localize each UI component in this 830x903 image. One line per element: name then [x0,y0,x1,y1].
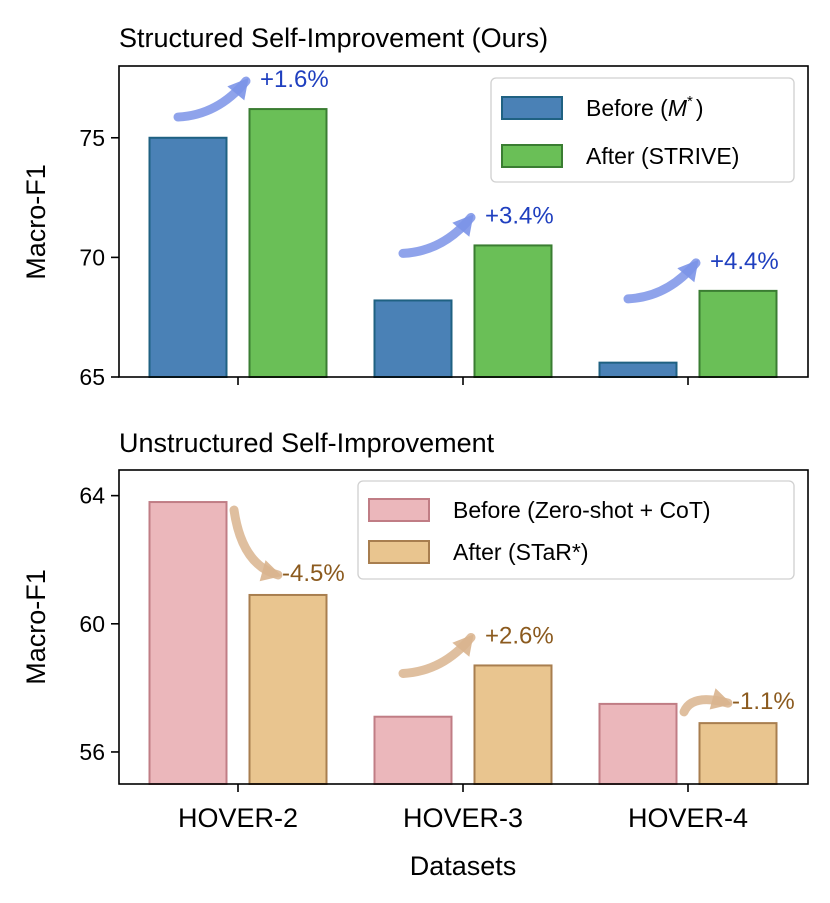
bottom-chart-title: Unstructured Self-Improvement [119,428,495,458]
top-bar-after-hover-4 [698,289,778,378]
top-panel: Structured Self-Improvement (Ours) Macro… [21,23,809,390]
top-legend-swatch-after [501,144,563,168]
bottom-bar-after-hover-3 [473,664,553,785]
bottom-legend-swatch-before [368,498,430,522]
top-delta-arrows [173,76,701,304]
top-x-ticks [237,377,689,385]
bottom-legend-swatch-after [368,540,430,564]
top-y-tick-label: 75 [79,125,105,151]
bottom-delta-arrows [229,505,733,717]
top-y-tick-label: 65 [79,364,105,390]
bottom-legend-label-before: Before (Zero-shot + CoT) [453,497,711,523]
top-bar-before-hover-3 [373,299,453,379]
top-y-ticks: 65 70 75 [79,125,119,390]
top-legend-label-after: After (STRIVE) [586,143,739,169]
top-plot-frame [118,65,809,378]
top-chart-title: Structured Self-Improvement (Ours) [119,23,548,53]
top-y-tick-label: 70 [79,244,105,270]
top-bar-before-hover-2 [148,136,228,378]
bottom-legend-box [357,480,795,580]
bottom-x-tick-label-hover-3: HOVER-3 [403,803,523,833]
bottom-delta-arrowhead-hover-3 [452,634,474,657]
bottom-x-ticks: HOVER-2 HOVER-3 HOVER-4 [178,784,748,833]
bottom-bar-after-hover-2 [248,593,328,785]
bottom-delta-label-hover-4: -1.1% [732,688,795,715]
bottom-x-tick-label-hover-4: HOVER-4 [628,803,748,833]
bottom-delta-labels: -4.5% +2.6% -1.1% [282,560,795,715]
bottom-y-tick-label: 64 [79,483,105,509]
top-delta-label-hover-3: +3.4% [485,202,554,229]
bottom-bar-before-hover-3 [373,715,453,786]
top-legend-box [490,77,795,183]
top-delta-labels: +1.6% +3.4% +4.4% [260,66,779,275]
bottom-delta-arrowhead-hover-4 [709,688,732,710]
bottom-y-tick-label: 56 [79,739,105,765]
top-delta-label-hover-4: +4.4% [710,248,779,275]
bottom-delta-label-hover-2: -4.5% [282,560,345,587]
bottom-bar-before-hover-2 [148,501,228,785]
top-bar-after-hover-2 [248,108,328,379]
bottom-bars [148,501,778,786]
bottom-legend: Before (Zero-shot + CoT) After (STaR*) [357,480,795,580]
bottom-y-axis-label: Macro-F1 [21,569,51,685]
top-delta-label-hover-2: +1.6% [260,66,329,93]
bottom-delta-arrow-hover-2 [229,505,283,580]
bottom-panel: Unstructured Self-Improvement Macro-F1 -… [21,428,809,833]
bottom-bar-after-hover-4 [698,722,778,785]
top-bars [148,108,778,379]
bottom-plot-frame [118,469,809,785]
x-axis-label: Datasets [410,851,517,881]
top-y-axis-label: Macro-F1 [21,164,51,280]
bottom-legend-label-after: After (STaR*) [453,539,588,565]
bottom-y-tick-label: 60 [79,611,105,637]
bottom-bar-before-hover-4 [598,702,678,785]
bottom-y-ticks: 56 60 64 [79,483,119,765]
top-bar-after-hover-3 [473,244,553,378]
top-delta-arrowhead-hover-4 [677,259,699,283]
top-delta-arrowhead-hover-3 [452,214,474,237]
top-legend-swatch-before [501,96,563,120]
top-bar-before-hover-4 [598,361,678,378]
top-delta-arrowhead-hover-2 [227,77,249,101]
top-legend: Before (M*) After (STRIVE) [490,77,795,183]
bottom-delta-label-hover-3: +2.6% [485,622,554,649]
bottom-x-tick-label-hover-2: HOVER-2 [178,803,298,833]
top-legend-label-before: Before (M*) [586,93,704,121]
bottom-delta-arrowhead-hover-2 [259,560,282,582]
